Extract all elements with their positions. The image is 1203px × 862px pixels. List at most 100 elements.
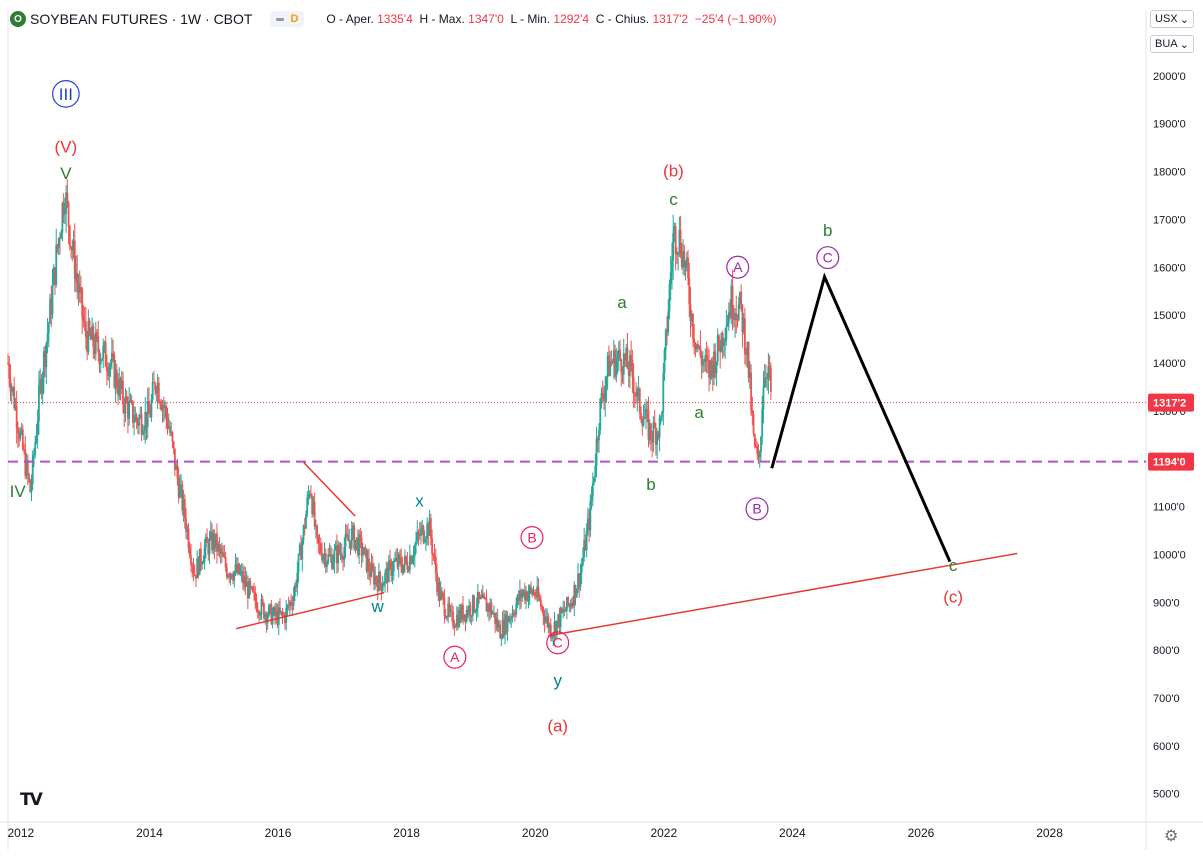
support-tag [1148, 452, 1194, 471]
candle-body [78, 287, 81, 293]
candle-body [612, 350, 615, 364]
candle-body [701, 360, 704, 366]
candle-body [66, 192, 69, 203]
candle-body [306, 497, 309, 515]
candle-body [127, 402, 129, 419]
candle-body [448, 603, 451, 612]
settings-gear-icon[interactable]: ⚙ [1164, 828, 1179, 845]
candle-body [635, 393, 638, 397]
candle-body [112, 353, 114, 355]
symbol-logo-icon[interactable]: O [10, 11, 26, 27]
candle-body [763, 377, 766, 387]
candle-body [651, 440, 654, 443]
candle-body [554, 621, 557, 635]
candle-body [573, 584, 576, 606]
candle-body [180, 484, 182, 486]
candle-body [443, 597, 446, 616]
candle-body [564, 610, 567, 612]
candle-body [129, 399, 132, 402]
y-tick-label: 2000'0 [1153, 71, 1186, 83]
candle-body [619, 349, 621, 360]
candle-body [658, 417, 661, 438]
candle-body [45, 342, 48, 367]
candle-body [751, 410, 754, 415]
candle-body [314, 525, 317, 527]
candle-body [363, 547, 365, 555]
candle-body [290, 601, 293, 605]
candle-body [711, 364, 714, 378]
candle-body [709, 360, 712, 378]
candle-body [760, 436, 762, 453]
x-tick-label: 2022 [650, 826, 677, 840]
candle-body [166, 417, 169, 429]
candle-body [71, 246, 74, 251]
candle-body [161, 404, 164, 410]
candle-body [679, 229, 682, 255]
candle-body [170, 432, 173, 434]
candle-body [684, 261, 687, 268]
candle-body [328, 554, 331, 556]
candle-body [297, 553, 300, 573]
candle-body [279, 607, 281, 613]
candle-body [533, 592, 536, 596]
candle-body [208, 537, 211, 555]
wave-label: V [60, 164, 72, 183]
candle-body [595, 438, 598, 467]
candle-body [705, 355, 708, 360]
candle-body [627, 368, 630, 376]
candle-body [401, 567, 404, 573]
unit-selector[interactable]: BUA ⌄ [1150, 35, 1194, 53]
candle-body [145, 411, 148, 428]
symbol-title[interactable]: SOYBEAN FUTURES · 1W · CBOT [30, 11, 253, 27]
candle-body [195, 575, 197, 579]
candle-body [87, 320, 90, 353]
candle-body [63, 213, 66, 215]
candle-body [417, 532, 420, 534]
candle-body [604, 387, 607, 401]
candle-body [327, 554, 330, 563]
candle-body [269, 604, 272, 606]
candle-body [664, 329, 667, 350]
wave-label: c [949, 556, 958, 575]
candle-body [67, 202, 70, 227]
low-value: 1292'4 [553, 12, 590, 26]
candle-body [77, 282, 80, 293]
candle-body [33, 454, 35, 456]
candle-body [403, 556, 406, 565]
candle-body [214, 533, 217, 548]
candle-body [239, 572, 242, 574]
candle-body [265, 613, 268, 623]
candle-body [198, 548, 201, 576]
currency-label: USX [1155, 13, 1178, 25]
candle-body [600, 392, 603, 399]
candle-body [152, 382, 155, 384]
candle-body [591, 482, 594, 497]
candle-body [106, 366, 108, 372]
currency-selector[interactable]: USX ⌄ [1150, 10, 1194, 28]
candle-body [206, 537, 208, 543]
candle-body [722, 341, 725, 346]
wave-label: B [527, 529, 536, 545]
candle-body [59, 238, 61, 240]
candle-body [310, 493, 312, 497]
data-status-pill[interactable]: D [270, 11, 305, 27]
candle-body [7, 363, 9, 365]
candle-body [359, 534, 362, 538]
candle-body [449, 610, 452, 612]
x-tick-label: 2016 [265, 826, 292, 840]
candle-body [638, 388, 641, 414]
tradingview-logo-icon[interactable]: TV [20, 790, 43, 810]
candle-body [735, 313, 738, 319]
candle-body [186, 528, 189, 532]
candle-body [762, 386, 765, 410]
candle-body [30, 483, 33, 493]
candle-body [509, 618, 511, 622]
candle-body [710, 360, 713, 365]
candle-body [757, 454, 760, 457]
candle-body [202, 561, 205, 564]
candle-body [56, 244, 59, 249]
candle-body [547, 616, 550, 629]
candle-body [505, 614, 508, 632]
candle-body [242, 571, 244, 584]
